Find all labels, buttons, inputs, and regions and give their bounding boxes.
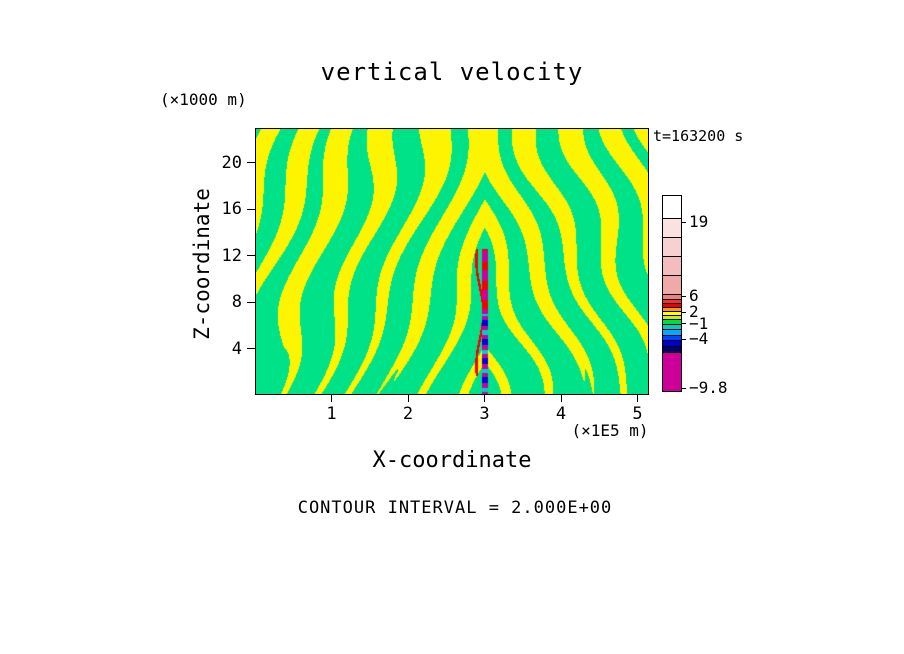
colorbar-label: 2 [689,302,699,321]
colorbar-tick [682,295,686,297]
colorbar-segment [663,196,681,219]
colorbar-segment [663,275,681,295]
x-tick-mark [560,395,562,402]
z-tick-label: 12 [221,245,242,266]
colorbar [662,195,682,392]
contour-field-canvas [256,129,648,394]
colorbar-tick [682,338,686,340]
x-tick-label: 1 [326,404,337,424]
z-tick-label: 8 [231,292,242,313]
x-tick-mark [331,395,332,402]
colorbar-segment [663,340,681,347]
z-tick-label: 4 [231,338,242,359]
colorbar-label: −9.8 [689,378,728,398]
z-tick-label: 20 [221,152,242,173]
colorbar-segment [663,311,681,316]
colorbar-segment [663,256,681,276]
chart-title: vertical velocity [320,58,584,86]
z-tick-mark [247,348,255,350]
x-tick-mark [407,395,409,402]
x-axis-label: X-coordinate [372,448,532,473]
colorbar-label: 6 [689,286,699,306]
x-tick-label: 4 [555,404,567,424]
colorbar-segment [663,323,681,330]
colorbar-segment [663,294,681,299]
z-tick-mark [247,162,255,164]
colorbar-label: −1 [689,313,709,333]
x-tick-label: 3 [479,404,490,424]
colorbar-tick [682,311,686,313]
x-tick-mark [637,395,639,402]
colorbar-segment [663,352,681,391]
contour-interval-note: CONTOUR INTERVAL = 2.000E+00 [297,498,613,518]
colorbar-tick [682,323,686,325]
colorbar-segment [663,306,681,312]
z-tick-mark [247,255,255,257]
x-axis-units: (×1E5 m) [571,421,649,440]
colorbar-tick [682,221,686,223]
colorbar-segment [663,298,681,303]
x-tick-label: 5 [632,404,643,424]
colorbar-label: −4 [689,329,709,349]
x-tick-mark [484,395,485,402]
colorbar-tick [682,387,686,389]
colorbar-segment [663,315,681,320]
z-tick-label: 16 [221,199,242,220]
colorbar-segment [663,319,681,324]
colorbar-segment [663,237,681,257]
colorbar-segment [663,329,681,335]
colorbar-segment [663,334,681,341]
colorbar-label: 19 [689,212,709,232]
time-annotation: t=163200 s [653,127,744,145]
colorbar-segment [663,302,681,307]
z-tick-mark [247,301,255,303]
z-axis-units: (×1000 m) [160,90,247,109]
z-tick-mark [247,208,255,210]
colorbar-segment [663,218,681,238]
colorbar-segment [663,346,681,352]
plot-area [255,128,649,395]
x-tick-label: 2 [402,404,414,424]
